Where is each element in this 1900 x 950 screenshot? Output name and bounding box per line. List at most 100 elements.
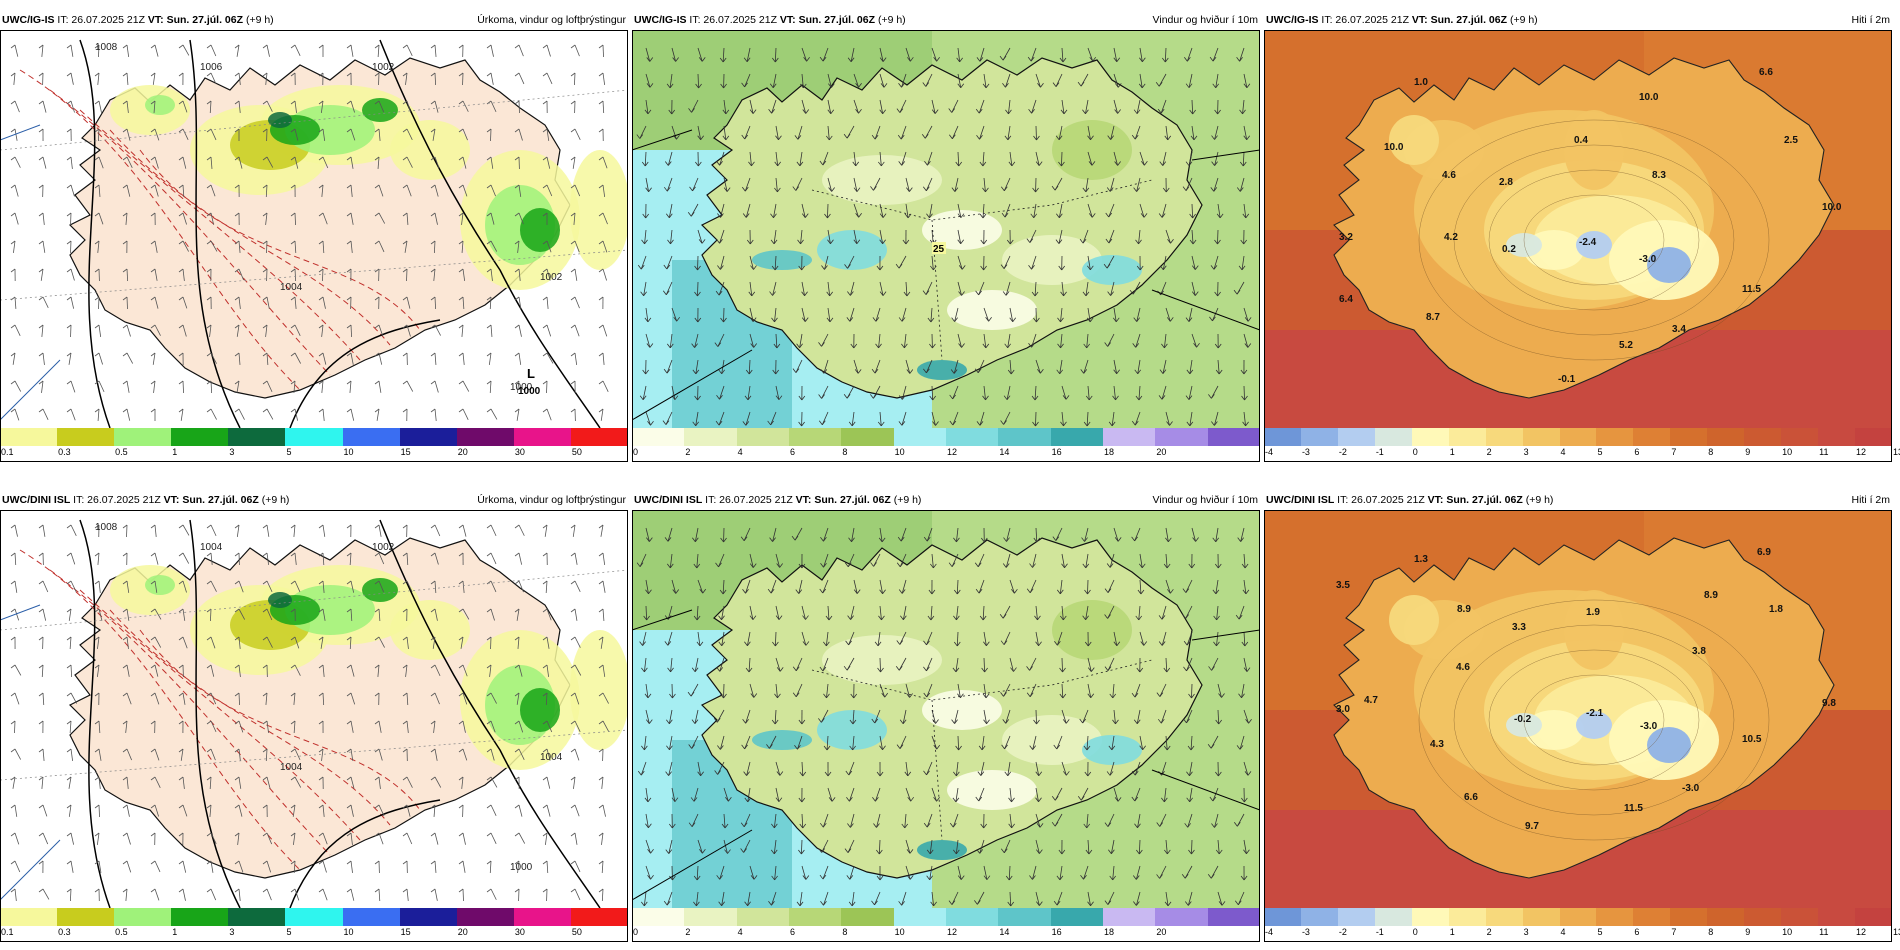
legend-swatch: [1102, 908, 1156, 926]
legend-tick-label: 30: [514, 927, 525, 937]
legend-tick-label: 1: [172, 447, 178, 457]
model-name: UWC/DINI ISL: [1266, 494, 1335, 506]
map-panel-precip: UWC/DINI ISL IT: 26.07.2025 21Z VT: Sun.…: [0, 490, 629, 945]
model-name: UWC/IG-IS: [1266, 14, 1319, 26]
legend-swatch: [684, 908, 737, 926]
isobar-label: 1002: [372, 62, 395, 73]
legend-swatch: [1207, 908, 1260, 926]
legend-swatch: [1448, 428, 1486, 446]
legend-swatch: [1781, 908, 1819, 926]
forecast-offset: (+9 h): [1525, 494, 1554, 506]
map-svg: 1008 1004 1002 1004 1004 1000: [0, 510, 628, 908]
temperature-value: 1.9: [1586, 607, 1600, 618]
temperature-value: -3.0: [1682, 783, 1700, 794]
legend-ticks: 0.1 0.3 0.5 1 3 5 10 15 20 30 50: [0, 446, 628, 460]
legend-swatch: [1596, 908, 1634, 926]
temperature-value: -2.1: [1586, 708, 1604, 719]
map-canvas: 1008 1006 1002 1004 1002 1000 L 1000: [0, 30, 628, 428]
legend-tick-label: 18: [1104, 927, 1115, 937]
map-canvas: [632, 510, 1260, 908]
legend-swatch: [1300, 428, 1338, 446]
legend-tick-label: 6: [790, 447, 796, 457]
legend-tick-label: -3: [1301, 447, 1310, 457]
legend-tick-label: 5: [1597, 927, 1603, 937]
legend-tick-label: 0: [633, 447, 639, 457]
legend-tick-label: -2: [1338, 447, 1347, 457]
legend-swatches: [632, 428, 1260, 446]
legend-swatch: [1207, 428, 1260, 446]
legend-swatches: [0, 428, 629, 446]
valid-time: VT: Sun. 27.júl. 06Z: [1427, 494, 1523, 506]
legend-swatch: [456, 428, 514, 446]
legend-swatch: [513, 428, 571, 446]
legend-swatch: [1633, 908, 1671, 926]
temperature-value: 2.5: [1784, 135, 1798, 146]
legend-swatch: [1411, 908, 1449, 926]
legend-tick-label: 2: [1486, 927, 1492, 937]
color-legend: 0 2 4 6 8 10 12 14 16 18 20: [632, 428, 1260, 462]
legend-swatch: [570, 428, 629, 446]
legend-ticks: 0.1 0.3 0.5 1 3 5 10 15 20 30 50: [0, 926, 628, 940]
legend-swatch: [1411, 428, 1449, 446]
legend-swatch: [57, 428, 115, 446]
legend-swatch: [1155, 908, 1208, 926]
legend-tick-label: 11: [1819, 927, 1829, 937]
legend-tick-label: 50: [571, 927, 582, 937]
legend-tick-label: 8: [1708, 447, 1714, 457]
legend-swatch: [171, 428, 229, 446]
temperature-value: 11.5: [1624, 803, 1643, 814]
temperature-value: 11.5: [1742, 284, 1761, 295]
legend-swatch: [1781, 428, 1819, 446]
legend-swatch: [171, 908, 229, 926]
temperature-value: 0.2: [1502, 244, 1516, 255]
legend-tick-label: 18: [1104, 447, 1115, 457]
map-panel-wind: UWC/DINI ISL IT: 26.07.2025 21Z VT: Sun.…: [632, 490, 1260, 945]
temperature-value: -0.2: [1514, 714, 1532, 725]
panel-header: UWC/DINI ISL IT: 26.07.2025 21Z VT: Sun.…: [2, 490, 626, 510]
color-legend: -4-3-2-1012345678910111213: [1264, 428, 1900, 462]
legend-tick-label: 12: [1856, 927, 1867, 937]
temperature-value: 8.3: [1652, 170, 1666, 181]
temperature-value: 4.2: [1444, 232, 1458, 243]
legend-swatch: [1448, 908, 1486, 926]
map-canvas: 25: [632, 30, 1260, 428]
legend-swatch: [228, 428, 286, 446]
temperature-value: 1.0: [1414, 77, 1428, 88]
forecast-offset: (+9 h): [893, 494, 922, 506]
legend-swatch: [1155, 428, 1208, 446]
legend-tick-label: 16: [1051, 927, 1062, 937]
legend-tick-label: 6: [790, 927, 796, 937]
legend-swatch: [228, 908, 286, 926]
model-name: UWC/DINI ISL: [634, 494, 703, 506]
panel-title: Úrkoma, vindur og loftþrýstingur: [477, 494, 626, 506]
temperature-value: 2.8: [1499, 177, 1513, 188]
init-time: IT: 26.07.2025 21Z: [73, 494, 161, 506]
legend-tick-label: 11: [1819, 447, 1829, 457]
isobar-label: 1000: [510, 382, 533, 393]
color-legend: 0.1 0.3 0.5 1 3 5 10 15 20 30 50: [0, 428, 629, 462]
legend-swatch: [788, 908, 842, 926]
forecast-offset: (+9 h): [261, 494, 290, 506]
map-svg: [632, 510, 1260, 908]
low-pressure-value: 1000: [518, 386, 541, 397]
isobar-label: 1008: [95, 42, 118, 53]
temperature-value: 3.0: [1336, 704, 1350, 715]
legend-tick-label: 13: [1893, 927, 1900, 937]
panel-title: Úrkoma, vindur og loftþrýstingur: [477, 14, 626, 26]
map-svg: 1.0 6.6 10.0 10.0 4.6 2.8 0.4 8.3 2.5 10.0 3.2 4.2 0…: [1264, 30, 1892, 428]
temperature-value: -2.4: [1579, 237, 1597, 248]
legend-swatch: [1670, 428, 1708, 446]
legend-tick-label: 0: [1412, 927, 1418, 937]
map-svg: 25: [632, 30, 1260, 428]
panel-title: Vindur og hviður í 10m: [1152, 14, 1258, 26]
legend-tick-label: 20: [1156, 447, 1167, 457]
legend-swatch: [632, 908, 685, 926]
legend-tick-label: -4: [1265, 927, 1274, 937]
temperature-value: 10.5: [1742, 734, 1762, 745]
legend-tick-label: 4: [1560, 927, 1566, 937]
model-name: UWC/DINI ISL: [2, 494, 71, 506]
isobar-label: 1008: [95, 522, 118, 533]
legend-swatches: [0, 908, 629, 926]
legend-swatch: [1374, 428, 1412, 446]
